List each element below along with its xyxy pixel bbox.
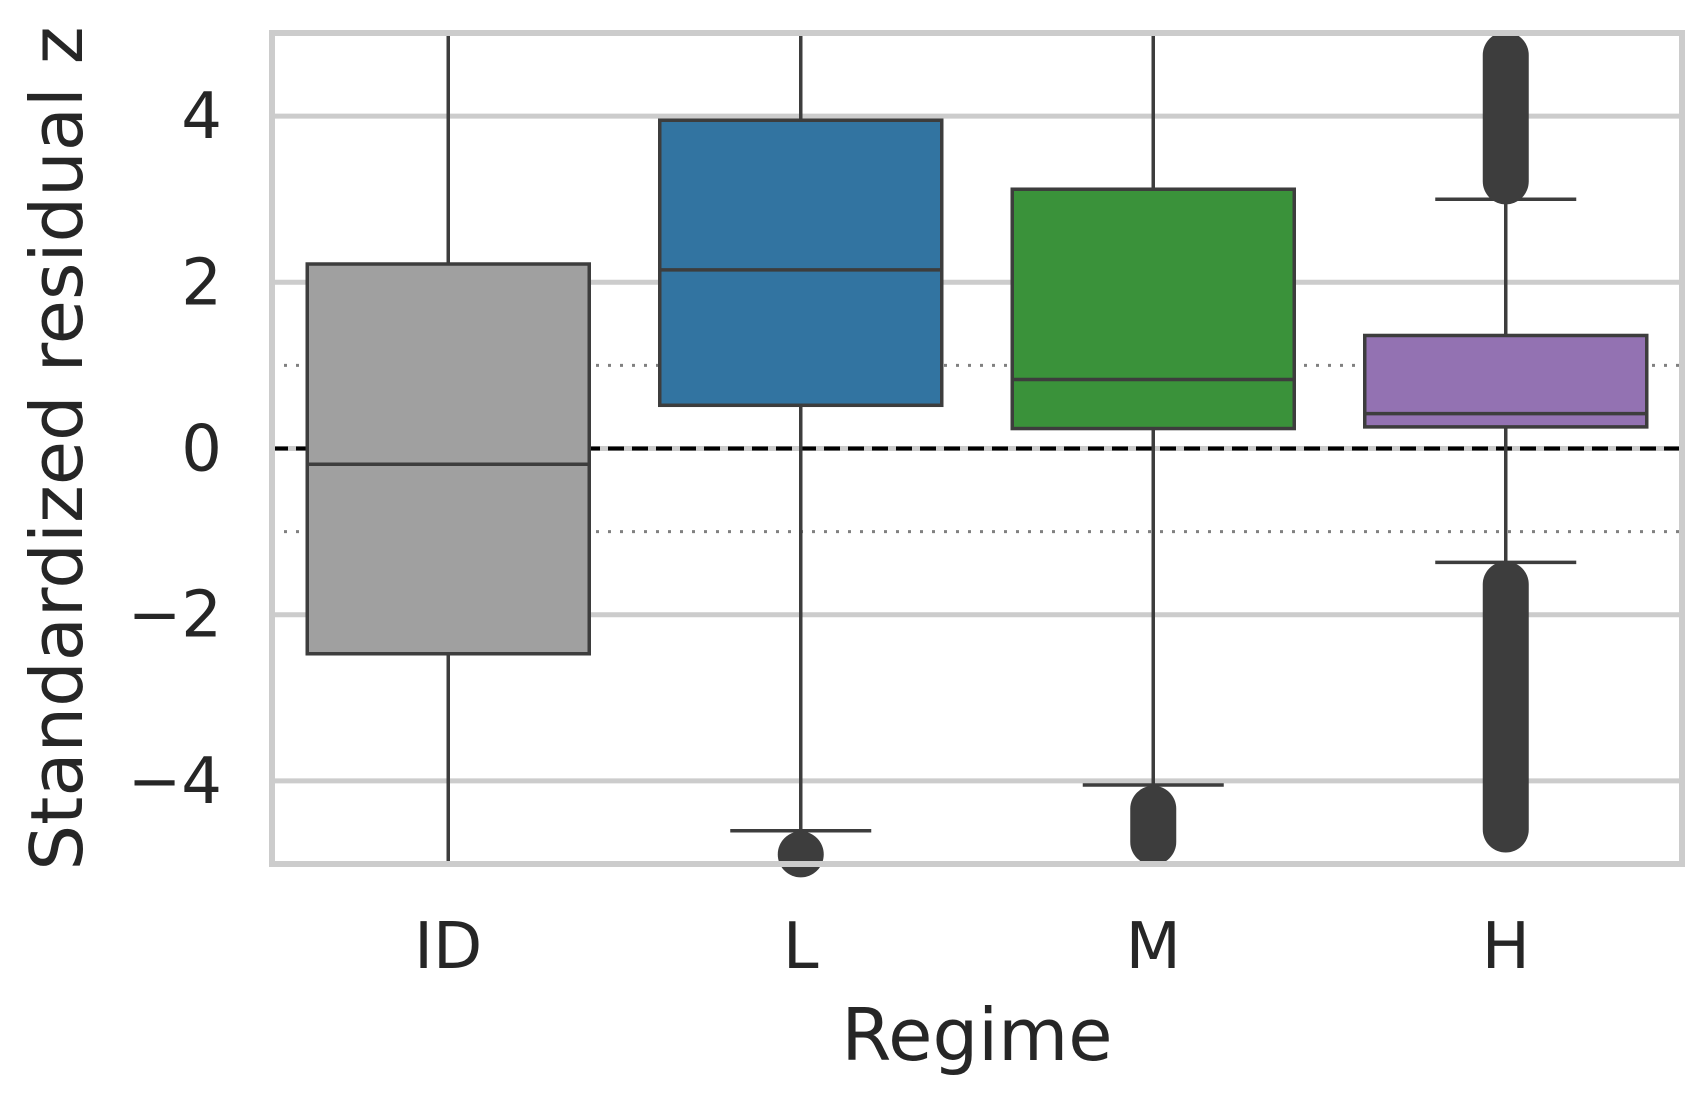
boxes	[305, 32, 1649, 878]
box-body	[658, 118, 944, 408]
box-body	[1363, 333, 1649, 429]
box-id	[305, 33, 591, 864]
x-tick-label: M	[1126, 910, 1181, 984]
y-axis-label: Standardized residual z	[15, 26, 99, 870]
y-tick-label: −2	[128, 579, 222, 653]
box-m	[1010, 33, 1296, 865]
box-l	[658, 33, 944, 878]
box-body	[1010, 187, 1296, 431]
y-tick-labels: 4 2 0 −2 −4	[128, 80, 222, 819]
y-tick-label: −4	[128, 745, 222, 819]
x-tick-labels: ID L M H	[414, 910, 1530, 984]
plot-frame	[269, 30, 1685, 867]
reference-lines	[272, 363, 1682, 534]
box-body	[305, 262, 591, 656]
x-tick-label: H	[1482, 910, 1530, 984]
y-tick-label: 4	[181, 80, 222, 154]
y-tick-label: 2	[181, 246, 222, 320]
box-h	[1363, 32, 1649, 853]
x-tick-label: ID	[414, 910, 482, 984]
y-tick-label: 0	[181, 413, 222, 487]
x-axis-label: Regime	[841, 993, 1112, 1077]
x-tick-label: L	[783, 910, 819, 984]
